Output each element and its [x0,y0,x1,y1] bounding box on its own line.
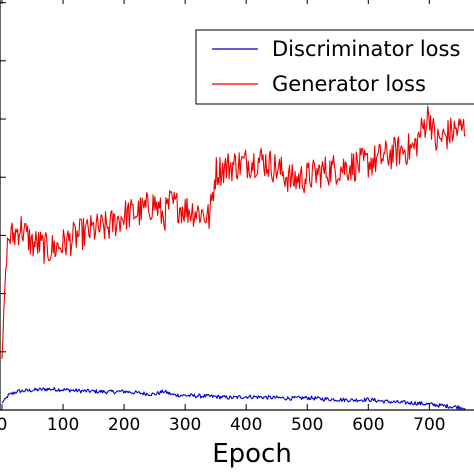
series-line-discriminator-loss [1,386,466,410]
x-tick-label: 700 [413,415,445,435]
legend-box [195,29,474,105]
series-layer [1,105,466,410]
x-tick-label: 0 [0,415,7,435]
x-tick-label: 100 [47,415,79,435]
x-tick-label: 300 [169,415,201,435]
legend: Discriminator loss Generator loss [195,29,474,105]
x-tick-label: 600 [352,415,384,435]
legend-label-generator-loss: Generator loss [272,72,426,96]
legend-label-discriminator-loss: Discriminator loss [272,37,460,61]
x-tick-label: 200 [108,415,140,435]
x-tick-label: 400 [230,415,262,435]
series-line-generator-loss [1,105,466,359]
x-tick-label: 500 [291,415,323,435]
x-tick-labels: 0 100 200 300 400 500 600 700 [0,415,446,435]
x-axis-label: Epoch [212,439,292,469]
